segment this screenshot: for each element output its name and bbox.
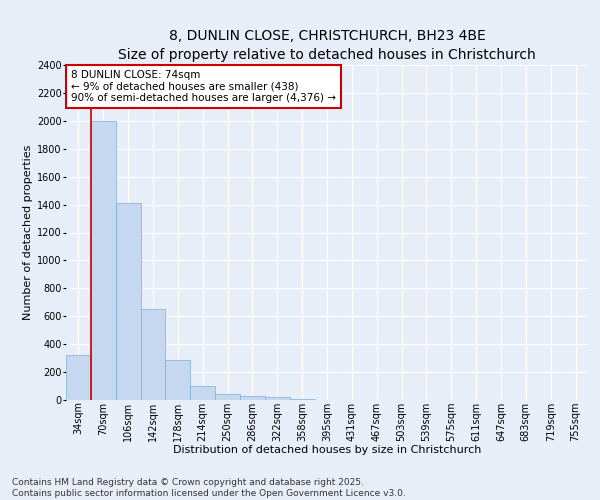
Y-axis label: Number of detached properties: Number of detached properties — [23, 145, 33, 320]
Bar — [215, 394, 240, 400]
Bar — [190, 386, 215, 400]
Bar — [290, 398, 314, 400]
Bar — [166, 360, 190, 400]
Bar — [91, 121, 116, 400]
X-axis label: Distribution of detached houses by size in Christchurch: Distribution of detached houses by size … — [173, 445, 481, 455]
Text: 8 DUNLIN CLOSE: 74sqm
← 9% of detached houses are smaller (438)
90% of semi-deta: 8 DUNLIN CLOSE: 74sqm ← 9% of detached h… — [71, 70, 336, 103]
Bar — [116, 203, 140, 400]
Title: 8, DUNLIN CLOSE, CHRISTCHURCH, BH23 4BE
Size of property relative to detached ho: 8, DUNLIN CLOSE, CHRISTCHURCH, BH23 4BE … — [118, 29, 536, 62]
Text: Contains HM Land Registry data © Crown copyright and database right 2025.
Contai: Contains HM Land Registry data © Crown c… — [12, 478, 406, 498]
Bar — [66, 356, 91, 400]
Bar — [140, 310, 166, 400]
Bar — [265, 397, 290, 400]
Bar — [240, 396, 265, 400]
